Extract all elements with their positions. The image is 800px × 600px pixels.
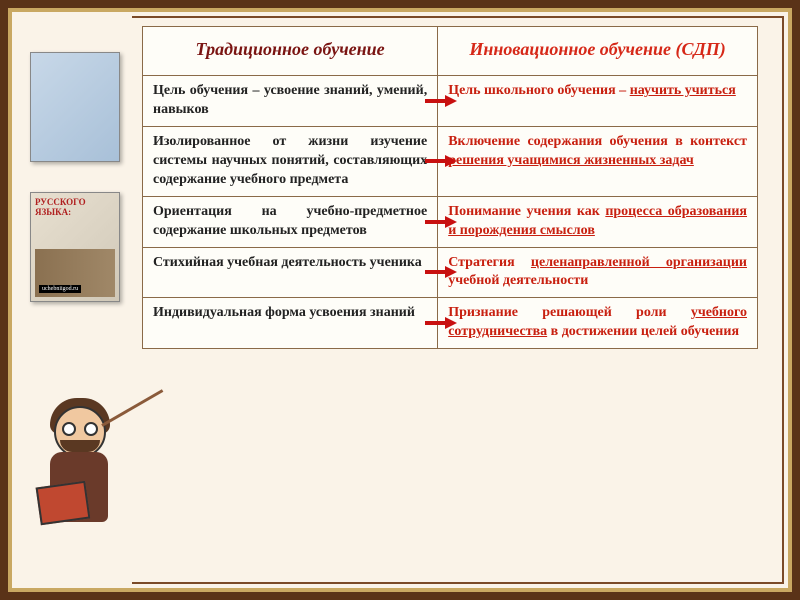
cell-text: Стихийная учебная деятельность ученика — [153, 255, 422, 270]
cell-underline: целенаправленной организации — [531, 255, 747, 270]
table-header-row: Традиционное обучение Инновационное обуч… — [143, 27, 758, 76]
cell-right: Понимание учения как процесса образовани… — [438, 196, 758, 247]
cell-text: Индивидуальная форма усвоения знаний — [153, 305, 415, 320]
table-row: Стихийная учебная деятельность ученика С… — [143, 247, 758, 298]
cell-post: учебной деятельности — [448, 273, 588, 288]
cell-pre: Понимание учения как — [448, 204, 605, 219]
header-traditional: Традиционное обучение — [143, 27, 438, 76]
cell-underline: решения учащимися жизненных задач — [448, 153, 694, 168]
comparison-table: Традиционное обучение Инновационное обуч… — [142, 26, 758, 349]
book-cover-1 — [30, 52, 120, 162]
left-sidebar: РУССКОГО ЯЗЫКА: uchebniigod.ru — [12, 12, 132, 588]
table-row: Индивидуальная форма усвоения знаний При… — [143, 298, 758, 349]
arrow-icon — [425, 266, 459, 278]
cell-pre: Цель школьного обучения – — [448, 83, 630, 98]
cell-right: Стратегия целенаправленной организации у… — [438, 247, 758, 298]
book-cover-2: РУССКОГО ЯЗЫКА: uchebniigod.ru — [30, 192, 120, 302]
table-row: Изолированное от жизни изучение системы … — [143, 127, 758, 197]
cell-left: Стихийная учебная деятельность ученика — [143, 247, 438, 298]
arrow-icon — [425, 95, 459, 107]
cell-left: Индивидуальная форма усвоения знаний — [143, 298, 438, 349]
cell-right: Признание решающей роли учебного сотрудн… — [438, 298, 758, 349]
cell-text: Ориентация на учебно-предметное содержан… — [153, 204, 427, 238]
outer-frame: РУССКОГО ЯЗЫКА: uchebniigod.ru Традицион… — [8, 8, 792, 592]
cell-underline: научить учиться — [630, 83, 736, 98]
arrow-icon — [425, 317, 459, 329]
arrow-icon — [425, 216, 459, 228]
cell-pre: Стратегия — [448, 255, 531, 270]
book2-tag: uchebniigod.ru — [39, 285, 81, 293]
cell-pre: Включение содержания обучения в контекст — [448, 134, 747, 149]
teacher-cartoon — [30, 388, 130, 568]
cell-post: в достижении целей обучения — [547, 324, 739, 339]
cell-text: Цель обучения – усвоение знаний, умений,… — [153, 83, 427, 117]
cell-left: Ориентация на учебно-предметное содержан… — [143, 196, 438, 247]
cell-right: Цель школьного обучения – научить учитьс… — [438, 76, 758, 127]
cell-right: Включение содержания обучения в контекст… — [438, 127, 758, 197]
table-row: Цель обучения – усвоение знаний, умений,… — [143, 76, 758, 127]
cell-left: Цель обучения – усвоение знаний, умений,… — [143, 76, 438, 127]
cell-left: Изолированное от жизни изучение системы … — [143, 127, 438, 197]
arrow-icon — [425, 155, 459, 167]
book2-title: РУССКОГО ЯЗЫКА: — [35, 197, 115, 217]
cell-text: Изолированное от жизни изучение системы … — [153, 134, 427, 187]
cell-pre: Признание решающей роли — [448, 305, 691, 320]
header-innovative: Инновационное обучение (СДП) — [438, 27, 758, 76]
table-row: Ориентация на учебно-предметное содержан… — [143, 196, 758, 247]
